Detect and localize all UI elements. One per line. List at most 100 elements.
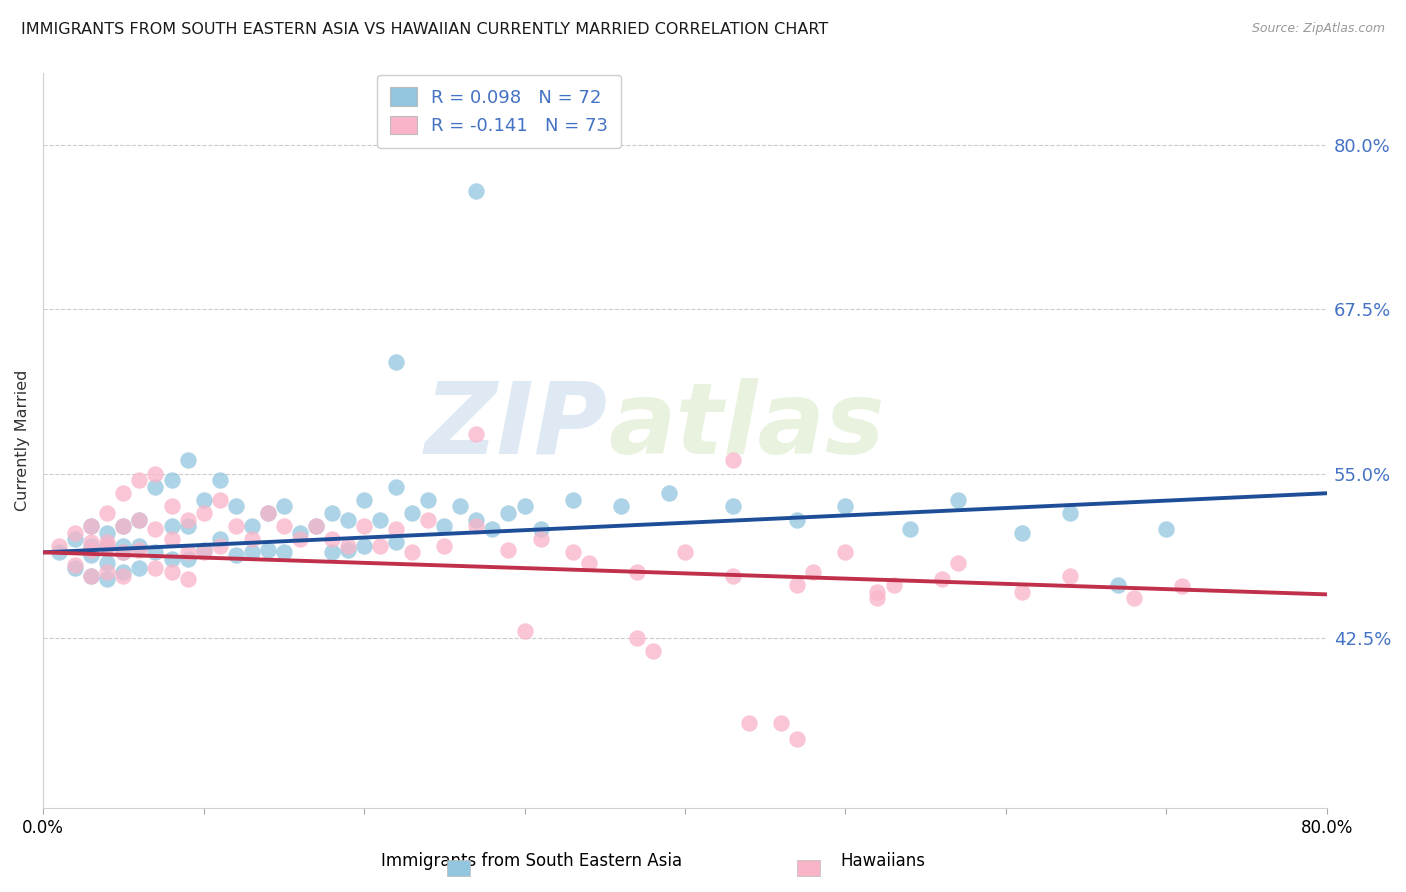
- Text: Immigrants from South Eastern Asia: Immigrants from South Eastern Asia: [381, 852, 682, 870]
- Point: [208, 473, 231, 487]
- Point: [1123, 591, 1146, 606]
- Point: [721, 569, 744, 583]
- Point: [160, 532, 183, 546]
- Point: [112, 545, 135, 559]
- Point: [240, 519, 263, 533]
- Point: [786, 731, 808, 746]
- Point: [160, 519, 183, 533]
- Point: [1059, 569, 1081, 583]
- Point: [240, 532, 263, 546]
- Point: [80, 569, 103, 583]
- Point: [1011, 525, 1033, 540]
- Point: [225, 500, 247, 514]
- Point: [401, 506, 423, 520]
- Point: [337, 539, 360, 553]
- Point: [273, 500, 295, 514]
- Point: [305, 519, 328, 533]
- Point: [786, 512, 808, 526]
- Point: [321, 545, 343, 559]
- Point: [193, 506, 215, 520]
- Point: [96, 572, 118, 586]
- Point: [529, 522, 551, 536]
- Point: [401, 545, 423, 559]
- Point: [385, 534, 408, 549]
- Point: [368, 539, 391, 553]
- Text: IMMIGRANTS FROM SOUTH EASTERN ASIA VS HAWAIIAN CURRENTLY MARRIED CORRELATION CHA: IMMIGRANTS FROM SOUTH EASTERN ASIA VS HA…: [21, 22, 828, 37]
- Point: [866, 584, 889, 599]
- Point: [128, 473, 150, 487]
- Point: [433, 539, 456, 553]
- Point: [273, 545, 295, 559]
- Point: [96, 506, 118, 520]
- Point: [465, 427, 488, 442]
- Point: [385, 355, 408, 369]
- Point: [513, 624, 536, 639]
- Point: [465, 184, 488, 198]
- Point: [256, 506, 278, 520]
- Point: [738, 716, 761, 731]
- Point: [288, 532, 311, 546]
- Point: [208, 532, 231, 546]
- Point: [193, 545, 215, 559]
- Point: [225, 548, 247, 562]
- Point: [801, 565, 824, 579]
- Point: [160, 565, 183, 579]
- Point: [48, 545, 70, 559]
- Point: [498, 506, 520, 520]
- Point: [176, 453, 198, 467]
- Point: [866, 591, 889, 606]
- Point: [561, 545, 583, 559]
- Point: [65, 561, 87, 575]
- Point: [112, 486, 135, 500]
- Point: [65, 532, 87, 546]
- Point: [786, 578, 808, 592]
- Point: [96, 556, 118, 570]
- Point: [256, 542, 278, 557]
- Text: ZIP: ZIP: [425, 377, 607, 475]
- Point: [160, 473, 183, 487]
- Point: [882, 578, 904, 592]
- Point: [80, 519, 103, 533]
- Point: [721, 453, 744, 467]
- Point: [80, 548, 103, 562]
- Point: [321, 506, 343, 520]
- Point: [337, 542, 360, 557]
- Point: [418, 512, 440, 526]
- Point: [96, 565, 118, 579]
- Text: atlas: atlas: [607, 377, 884, 475]
- Point: [658, 486, 681, 500]
- Point: [433, 519, 456, 533]
- Point: [240, 545, 263, 559]
- Point: [145, 522, 167, 536]
- Point: [176, 545, 198, 559]
- Point: [385, 480, 408, 494]
- Point: [128, 512, 150, 526]
- Point: [513, 500, 536, 514]
- Point: [208, 539, 231, 553]
- Point: [626, 631, 648, 645]
- Point: [145, 467, 167, 481]
- Point: [273, 519, 295, 533]
- Point: [145, 480, 167, 494]
- Point: [898, 522, 921, 536]
- Point: [610, 500, 633, 514]
- Point: [1059, 506, 1081, 520]
- Point: [112, 519, 135, 533]
- Point: [946, 556, 969, 570]
- Point: [128, 542, 150, 557]
- Point: [128, 512, 150, 526]
- Point: [80, 569, 103, 583]
- Y-axis label: Currently Married: Currently Married: [15, 370, 30, 511]
- Point: [145, 545, 167, 559]
- Point: [128, 539, 150, 553]
- Point: [176, 512, 198, 526]
- Point: [96, 525, 118, 540]
- Text: Hawaiians: Hawaiians: [841, 852, 925, 870]
- Point: [208, 492, 231, 507]
- Point: [770, 716, 793, 731]
- Point: [96, 534, 118, 549]
- Point: [145, 561, 167, 575]
- Point: [193, 542, 215, 557]
- Point: [673, 545, 696, 559]
- Point: [80, 534, 103, 549]
